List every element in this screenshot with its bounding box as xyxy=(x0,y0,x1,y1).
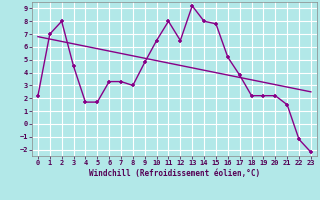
X-axis label: Windchill (Refroidissement éolien,°C): Windchill (Refroidissement éolien,°C) xyxy=(89,169,260,178)
